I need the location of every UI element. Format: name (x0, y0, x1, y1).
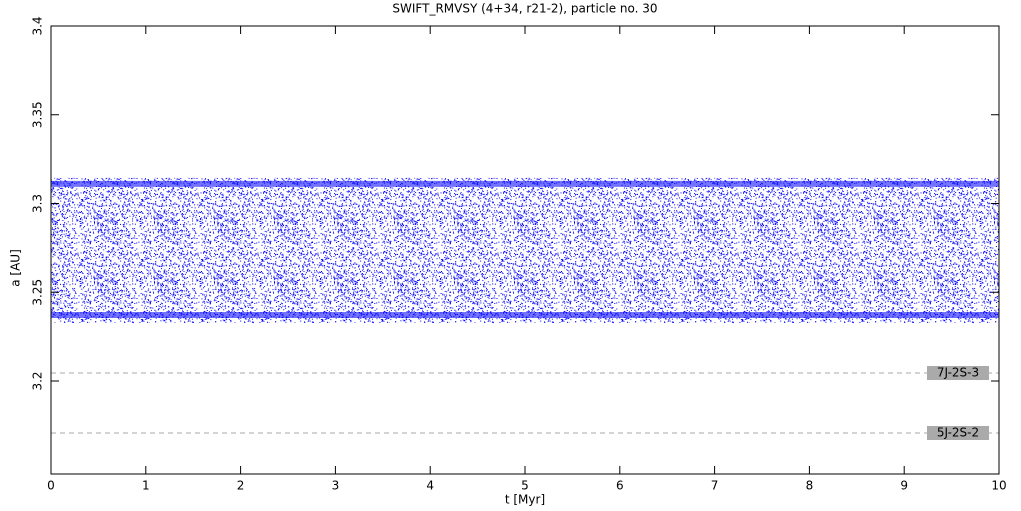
x-tick-label: 2 (237, 479, 245, 493)
y-tick-label: 3.4 (31, 16, 45, 35)
x-tick-label: 8 (806, 479, 814, 493)
y-tick-label: 3.35 (31, 101, 45, 128)
resonance-label-box (927, 366, 989, 381)
x-axis-label: t [Myr] (505, 493, 545, 507)
y-tick-label: 3.2 (31, 371, 45, 390)
resonance-label: 5J-2S-2 (937, 425, 979, 439)
resonance-label: 7J-2S-3 (937, 366, 979, 380)
scatter-band (51, 177, 999, 323)
y-tick-label: 3.25 (31, 279, 45, 306)
x-tick-label: 9 (900, 479, 908, 493)
x-tick-label: 3 (332, 479, 340, 493)
x-tick-label: 6 (616, 479, 624, 493)
x-tick-label: 5 (521, 479, 529, 493)
y-axis-label: a [AU] (9, 249, 23, 287)
x-tick-label: 10 (991, 479, 1006, 493)
x-tick-label: 4 (426, 479, 434, 493)
x-tick-label: 7 (711, 479, 719, 493)
y-tick-label: 3.3 (31, 194, 45, 213)
x-tick-label: 0 (47, 479, 55, 493)
x-tick-label: 1 (142, 479, 150, 493)
resonance-label-box (927, 425, 989, 440)
chart-title: SWIFT_RMVSY (4+34, r21-2), particle no. … (392, 2, 657, 16)
